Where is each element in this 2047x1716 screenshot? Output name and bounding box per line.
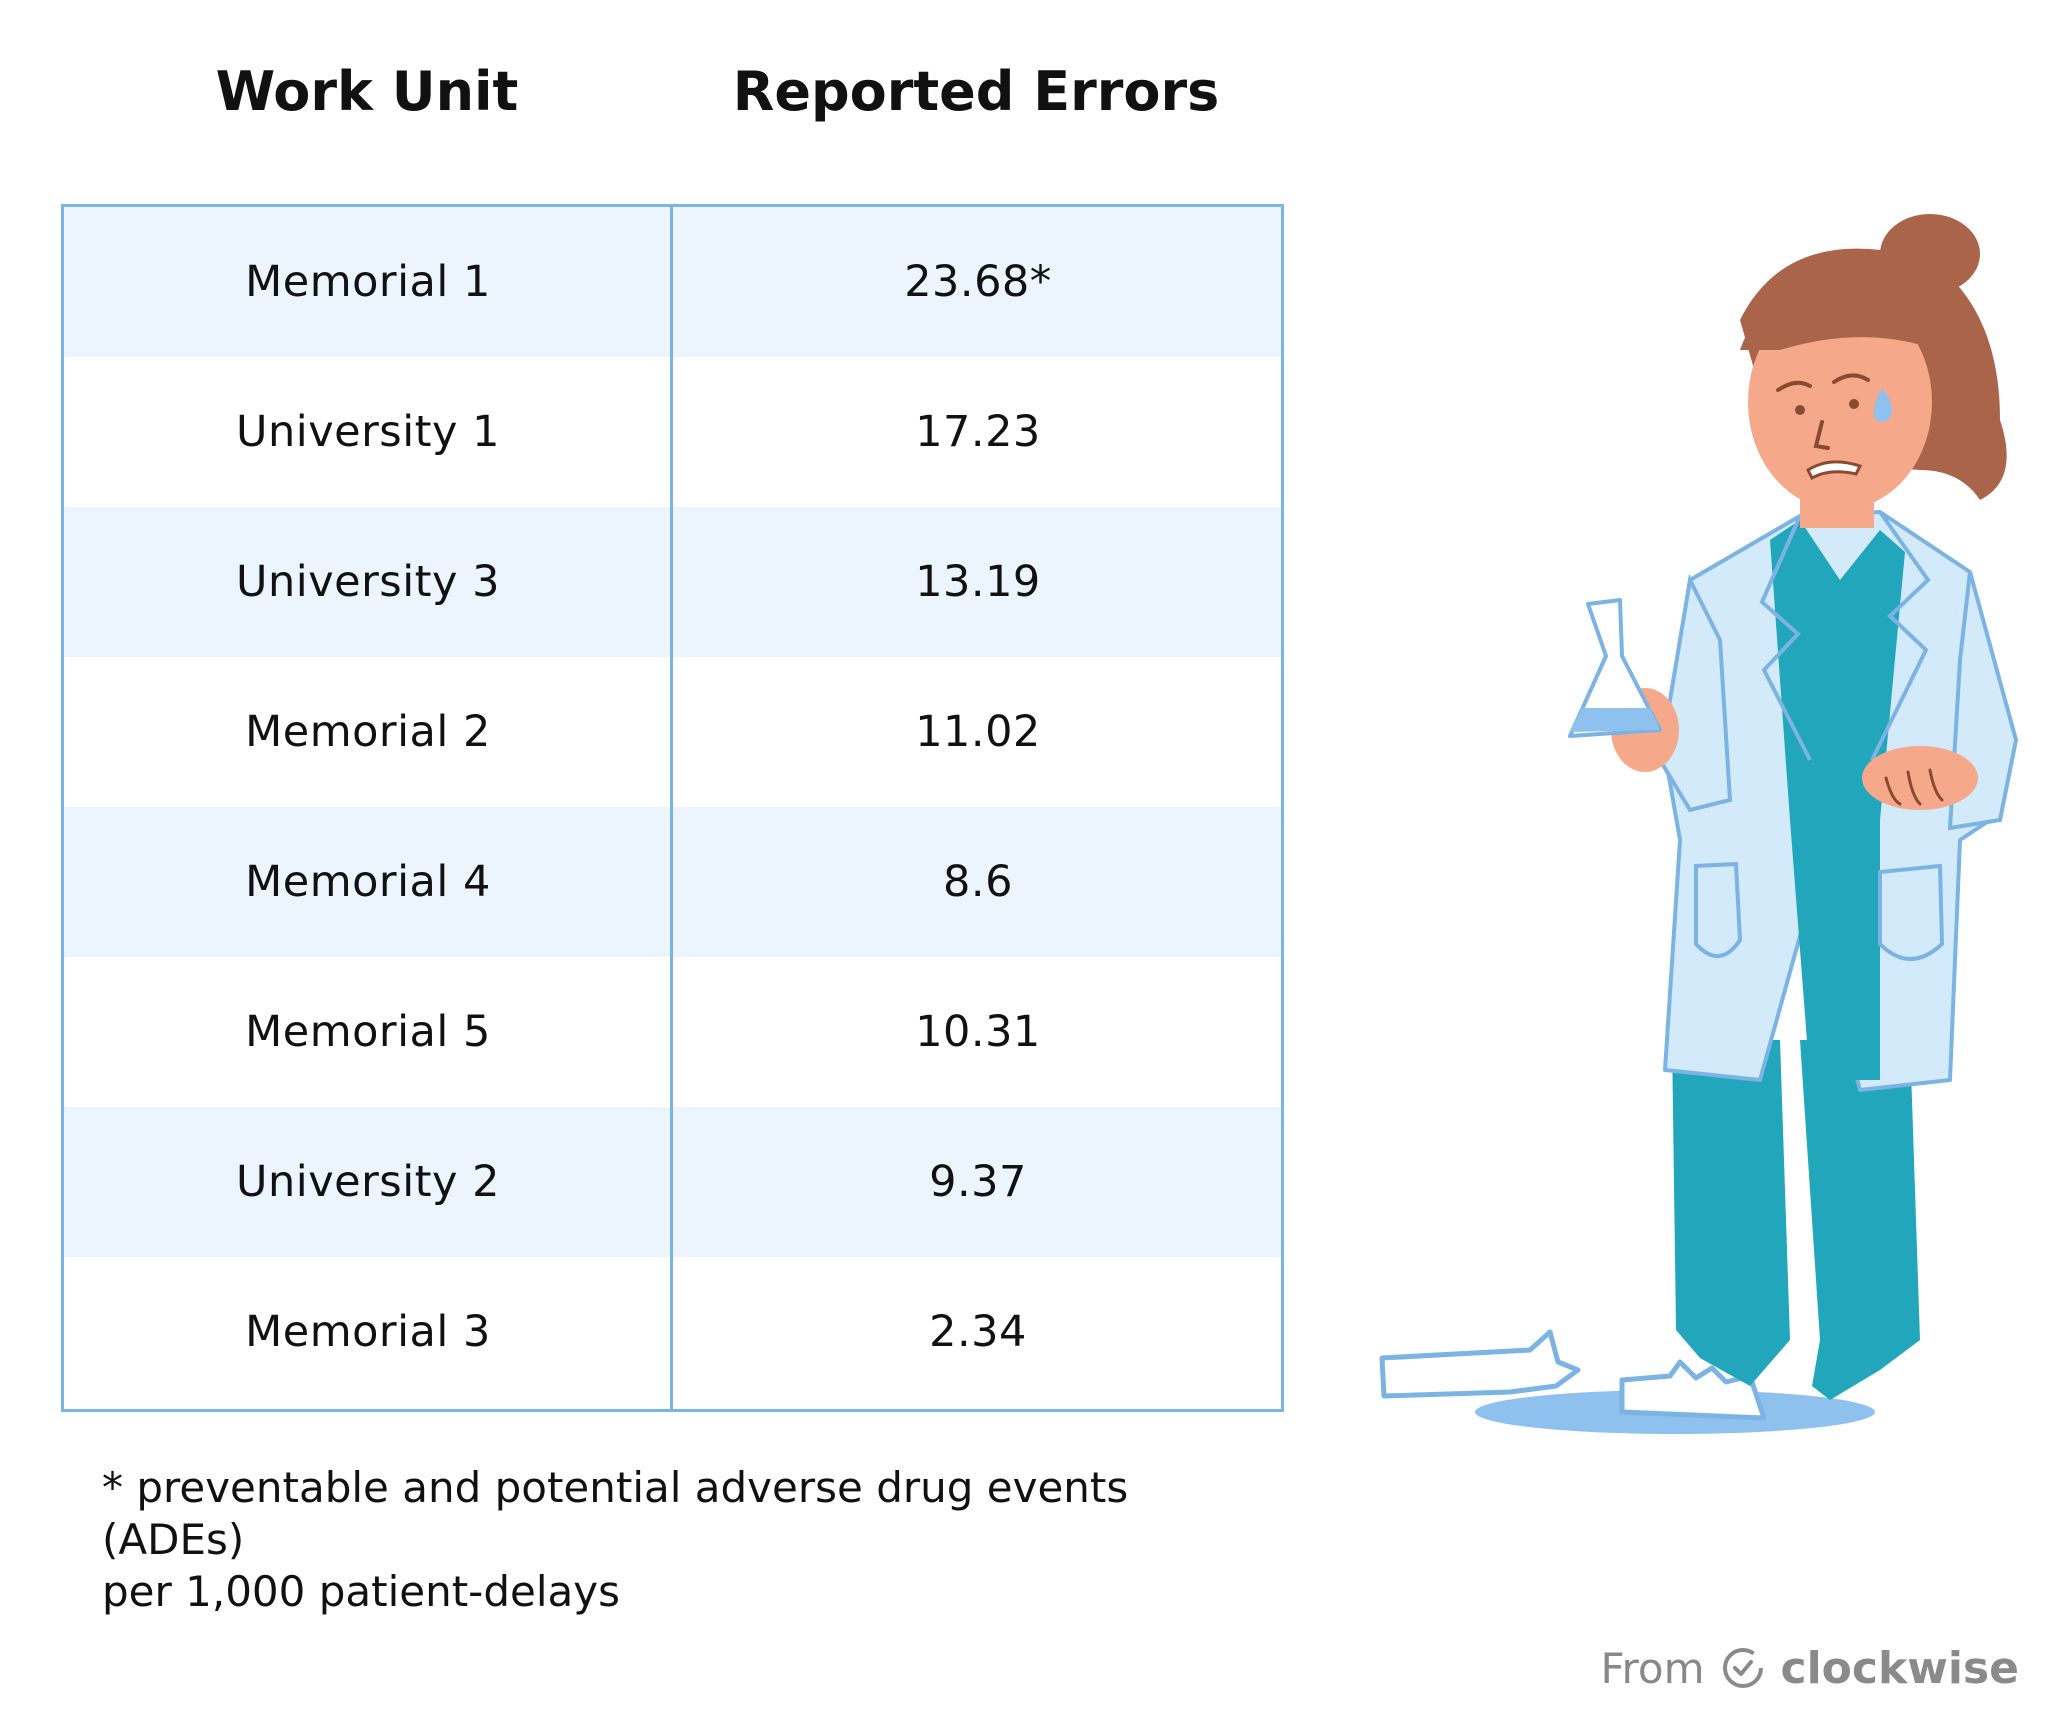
table-row: Memorial 5 10.31 (64, 957, 1281, 1107)
work-unit-cell: University 3 (236, 557, 500, 607)
worried-mouth (1806, 460, 1863, 481)
errors-table: Memorial 1 23.68* University 1 17.23 Univers… (61, 204, 1284, 1412)
reported-errors-cell: 17.23 (915, 407, 1041, 457)
table-row: Memorial 2 11.02 (64, 657, 1281, 807)
work-unit-cell: Memorial 5 (245, 1007, 491, 1057)
source-credit: From clockwise (1600, 1638, 2019, 1698)
footnote: * preventable and potential adverse drug… (102, 1462, 1282, 1618)
left-lapel (1759, 515, 1812, 761)
reported-errors-cell: 8.6 (943, 857, 1013, 907)
reported-errors-cell: 10.31 (915, 1007, 1041, 1057)
table-row: University 1 17.23 (64, 357, 1281, 507)
work-unit-cell: University 2 (236, 1157, 500, 1207)
flask-liquid (1570, 708, 1660, 732)
left-eyebrow (1776, 380, 1812, 392)
sweat-drop-icon (1874, 388, 1892, 422)
right-hand (1862, 746, 1978, 810)
table-row: Memorial 3 2.34 (64, 1257, 1281, 1407)
work-unit-cell: Memorial 2 (245, 707, 491, 757)
credit-brand: clockwise (1780, 1642, 2020, 1694)
left-eye (1795, 405, 1805, 415)
column-divider (670, 207, 673, 1409)
clockwise-check-icon (1722, 1648, 1763, 1688)
column-header-work-unit: Work Unit (215, 60, 519, 123)
reported-errors-cell: 11.02 (915, 707, 1041, 757)
work-unit-cell: Memorial 1 (245, 257, 491, 307)
reported-errors-cell: 9.37 (929, 1157, 1027, 1207)
right-eyebrow (1832, 373, 1870, 384)
right-pocket (1878, 863, 1945, 961)
left-pocket (1694, 861, 1743, 958)
glass-shard-left (1379, 1329, 1581, 1399)
work-unit-cell: Memorial 4 (245, 857, 491, 907)
scrubs-torso (1770, 520, 1905, 1080)
nose (1813, 420, 1830, 450)
left-leg (1672, 1040, 1790, 1386)
reported-errors-cell: 13.19 (915, 557, 1041, 607)
face (1748, 294, 1932, 510)
work-unit-cell: Memorial 3 (245, 1307, 491, 1357)
footnote-line-1: * preventable and potential adverse drug… (102, 1463, 1129, 1564)
nurse-dropping-flask-icon (1379, 214, 2019, 1434)
footnote-line-2: per 1,000 patient-delays (102, 1567, 620, 1616)
right-lapel (1870, 510, 1931, 761)
column-header-reported-errors: Reported Errors (732, 60, 1220, 123)
right-fingers (1884, 768, 1944, 806)
right-leg (1800, 1040, 1920, 1400)
credit-prefix: From (1600, 1643, 1705, 1693)
reported-errors-cell: 23.68* (904, 257, 1052, 307)
glass-shard-right (1619, 1359, 1767, 1421)
right-eye (1849, 399, 1859, 409)
hair-fringe (1740, 263, 1960, 360)
work-unit-cell: University 1 (236, 407, 500, 457)
reported-errors-cell: 2.34 (929, 1307, 1027, 1357)
